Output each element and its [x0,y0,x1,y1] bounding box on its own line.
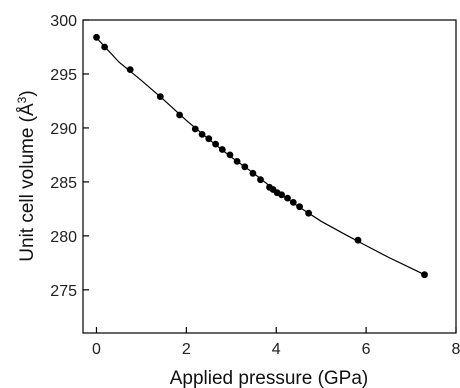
data-point-20 [289,199,297,206]
points-layer [93,33,428,279]
y-tick-label-2: 285 [50,175,77,192]
data-point-18 [278,191,285,199]
data-point-19 [284,194,291,202]
y-axis-label: Unit cell volume (Å3) [15,90,38,261]
data-point-13 [249,169,257,177]
x-tick-label-3: 6 [362,341,371,358]
data-point-7 [205,135,213,143]
tick-labels-layer: 0 2 4 6 8 275 280 285 290 295 300 [50,13,460,358]
fit-curve [96,37,425,276]
x-tick-label-0: 0 [92,341,101,358]
y-tick-label-1: 280 [50,229,77,246]
data-point-10 [226,151,234,159]
data-point-1 [101,43,108,51]
y-tick-label-5: 300 [50,13,77,30]
y-tick-label-3: 290 [50,121,77,138]
data-point-2 [126,66,134,73]
data-point-22 [305,209,312,217]
data-point-12 [241,163,249,171]
x-tick-label-2: 4 [272,341,281,358]
y-axis-label-superscript: 3 [15,96,29,103]
ticks-layer [83,19,457,333]
data-point-9 [218,146,226,153]
data-point-21 [296,203,303,211]
x-tick-label-1: 2 [182,341,191,358]
y-tick-label-0: 275 [50,283,77,300]
x-axis-label: Applied pressure (GPa) [170,368,369,388]
data-point-23 [354,236,362,244]
y-tick-label-4: 295 [50,67,77,84]
data-point-8 [212,140,220,148]
y-axis-label-close: ) [17,90,38,96]
x-tick-label-4: 8 [452,341,460,358]
plot-frame [82,19,457,334]
data-point-3 [156,93,164,100]
fit-layer [96,37,425,276]
y-axis-label-main: Unit cell volume (Å [17,103,38,262]
data-point-0 [93,33,100,41]
data-point-11 [233,158,241,165]
data-point-6 [198,131,206,138]
data-point-4 [176,111,184,119]
data-point-24 [421,271,428,279]
data-point-5 [191,125,199,133]
data-point-14 [257,176,264,184]
